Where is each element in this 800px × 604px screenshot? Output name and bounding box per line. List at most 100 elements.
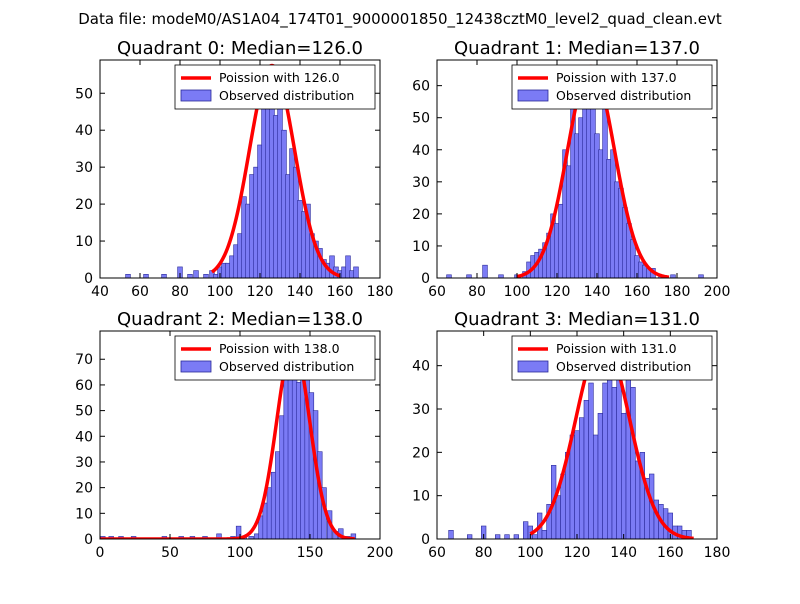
histogram-bar <box>569 434 575 539</box>
x-tick-label: 140 <box>584 284 611 300</box>
y-tick-label: 60 <box>75 378 93 394</box>
legend-hist-swatch <box>517 360 549 373</box>
x-tick-label: 140 <box>287 284 314 300</box>
histogram-bar <box>498 274 504 278</box>
panel-title: Quadrant 3: Median=131.0 <box>454 309 700 330</box>
y-tick-label: 40 <box>75 429 93 445</box>
x-tick-label: 200 <box>367 545 394 561</box>
histogram-bar <box>523 521 529 539</box>
panel-title: Quadrant 2: Median=138.0 <box>117 309 363 330</box>
histogram-bar <box>482 264 488 278</box>
panel-quadrant-2: 0 50 100 150 200 0 10 20 30 40 50 60 70 Quadrant 2: M… <box>75 309 393 561</box>
histogram-bar <box>670 274 676 278</box>
histogram-bar <box>203 274 209 278</box>
y-tick-label: 70 <box>75 352 93 368</box>
histogram-bar <box>504 534 510 539</box>
y-tick-label: 20 <box>412 207 430 223</box>
legend-frame <box>511 335 713 381</box>
histogram-bar <box>513 534 519 539</box>
legend: Poission with 126.0 Observed distribution <box>174 64 376 110</box>
legend-curve-label: Poission with 138.0 <box>219 341 340 356</box>
y-tick-label: 10 <box>412 239 430 255</box>
x-tick-label: 100 <box>504 284 531 300</box>
legend-frame <box>174 64 376 110</box>
axes-frame <box>99 59 381 279</box>
histogram-bar <box>161 274 167 278</box>
x-tick-label: 100 <box>517 545 544 561</box>
histogram-bar <box>597 413 603 539</box>
x-tick-label: 200 <box>704 284 731 300</box>
legend-hist-label: Observed distribution <box>219 88 354 103</box>
y-tick-label: 30 <box>75 455 93 471</box>
y-tick-label: 20 <box>75 481 93 497</box>
x-tick-label: 80 <box>475 545 493 561</box>
y-tick-label: 30 <box>75 160 93 176</box>
histogram-bar <box>686 530 692 539</box>
histogram-bars <box>125 70 359 278</box>
legend: Poission with 137.0 Observed distribution <box>511 64 713 110</box>
x-tick-label: 150 <box>297 545 324 561</box>
x-tick-label: 180 <box>704 545 731 561</box>
x-tick-label: 80 <box>468 284 486 300</box>
histogram-bar <box>602 382 608 539</box>
histogram-bar <box>125 274 131 278</box>
y-tick-label: 0 <box>421 532 430 548</box>
x-tick-label: 120 <box>247 284 274 300</box>
y-tick-label: 20 <box>412 445 430 461</box>
legend-hist-label: Observed distribution <box>219 359 354 374</box>
legend: Poission with 138.0 Observed distribution <box>174 335 376 381</box>
y-tick-label: 40 <box>412 143 430 159</box>
x-tick-label: 160 <box>624 284 651 300</box>
x-tick-label: 100 <box>207 284 234 300</box>
histogram-bar <box>466 274 472 278</box>
histogram-bar <box>630 387 636 539</box>
legend-curve-label: Poission with 126.0 <box>219 70 340 85</box>
y-tick-label: 20 <box>75 197 93 213</box>
axes-frame <box>436 59 718 279</box>
x-tick-label: 160 <box>327 284 354 300</box>
x-tick-label: 40 <box>91 284 109 300</box>
panel-title: Quadrant 0: Median=126.0 <box>117 38 363 59</box>
histogram-bar <box>635 460 641 539</box>
y-tick-label: 50 <box>412 111 430 127</box>
legend-hist-label: Observed distribution <box>556 359 691 374</box>
y-tick-label: 40 <box>412 359 430 375</box>
x-tick-label: 60 <box>428 545 446 561</box>
histogram-bar <box>574 430 580 539</box>
y-tick-label: 10 <box>75 234 93 250</box>
y-tick-label: 0 <box>84 532 93 548</box>
y-tick-label: 10 <box>412 489 430 505</box>
panel-quadrant-1: 60 80 100 120 140 160 180 200 0 10 20 30 40 50 60 Quadr… <box>412 38 730 300</box>
y-tick-label: 50 <box>75 86 93 102</box>
panel-title: Quadrant 1: Median=137.0 <box>454 38 700 59</box>
x-tick-label: 80 <box>171 284 189 300</box>
histogram-bars <box>446 69 704 278</box>
y-tick-label: 10 <box>75 506 93 522</box>
histogram-bar <box>611 387 617 539</box>
x-tick-label: 180 <box>664 284 691 300</box>
histogram-bar <box>583 400 589 539</box>
x-tick-label: 180 <box>367 284 394 300</box>
y-tick-label: 30 <box>412 175 430 191</box>
histogram-bar <box>607 365 613 539</box>
x-tick-label: 60 <box>428 284 446 300</box>
y-tick-label: 0 <box>84 271 93 287</box>
panel-quadrant-3: 60 80 100 120 140 160 180 0 10 20 30 40 Quadrant 3: … <box>412 309 730 561</box>
histogram-bar <box>467 534 473 539</box>
x-tick-label: 120 <box>564 545 591 561</box>
histogram-bar <box>177 266 183 278</box>
histogram-bar <box>698 274 704 278</box>
y-tick-label: 40 <box>75 123 93 139</box>
legend-curve-label: Poission with 137.0 <box>556 70 677 85</box>
legend-frame <box>174 335 376 381</box>
legend-curve-label: Poission with 131.0 <box>556 341 677 356</box>
histogram-bar <box>541 530 547 539</box>
legend-frame <box>511 64 713 110</box>
histogram-bar <box>621 413 627 539</box>
panel-quadrant-0: 40 60 80 100 120 140 160 180 0 10 20 30 40 50 Quadrant… <box>75 38 393 300</box>
y-tick-label: 60 <box>412 79 430 95</box>
histogram-bar <box>193 270 199 278</box>
x-tick-label: 0 <box>96 545 105 561</box>
